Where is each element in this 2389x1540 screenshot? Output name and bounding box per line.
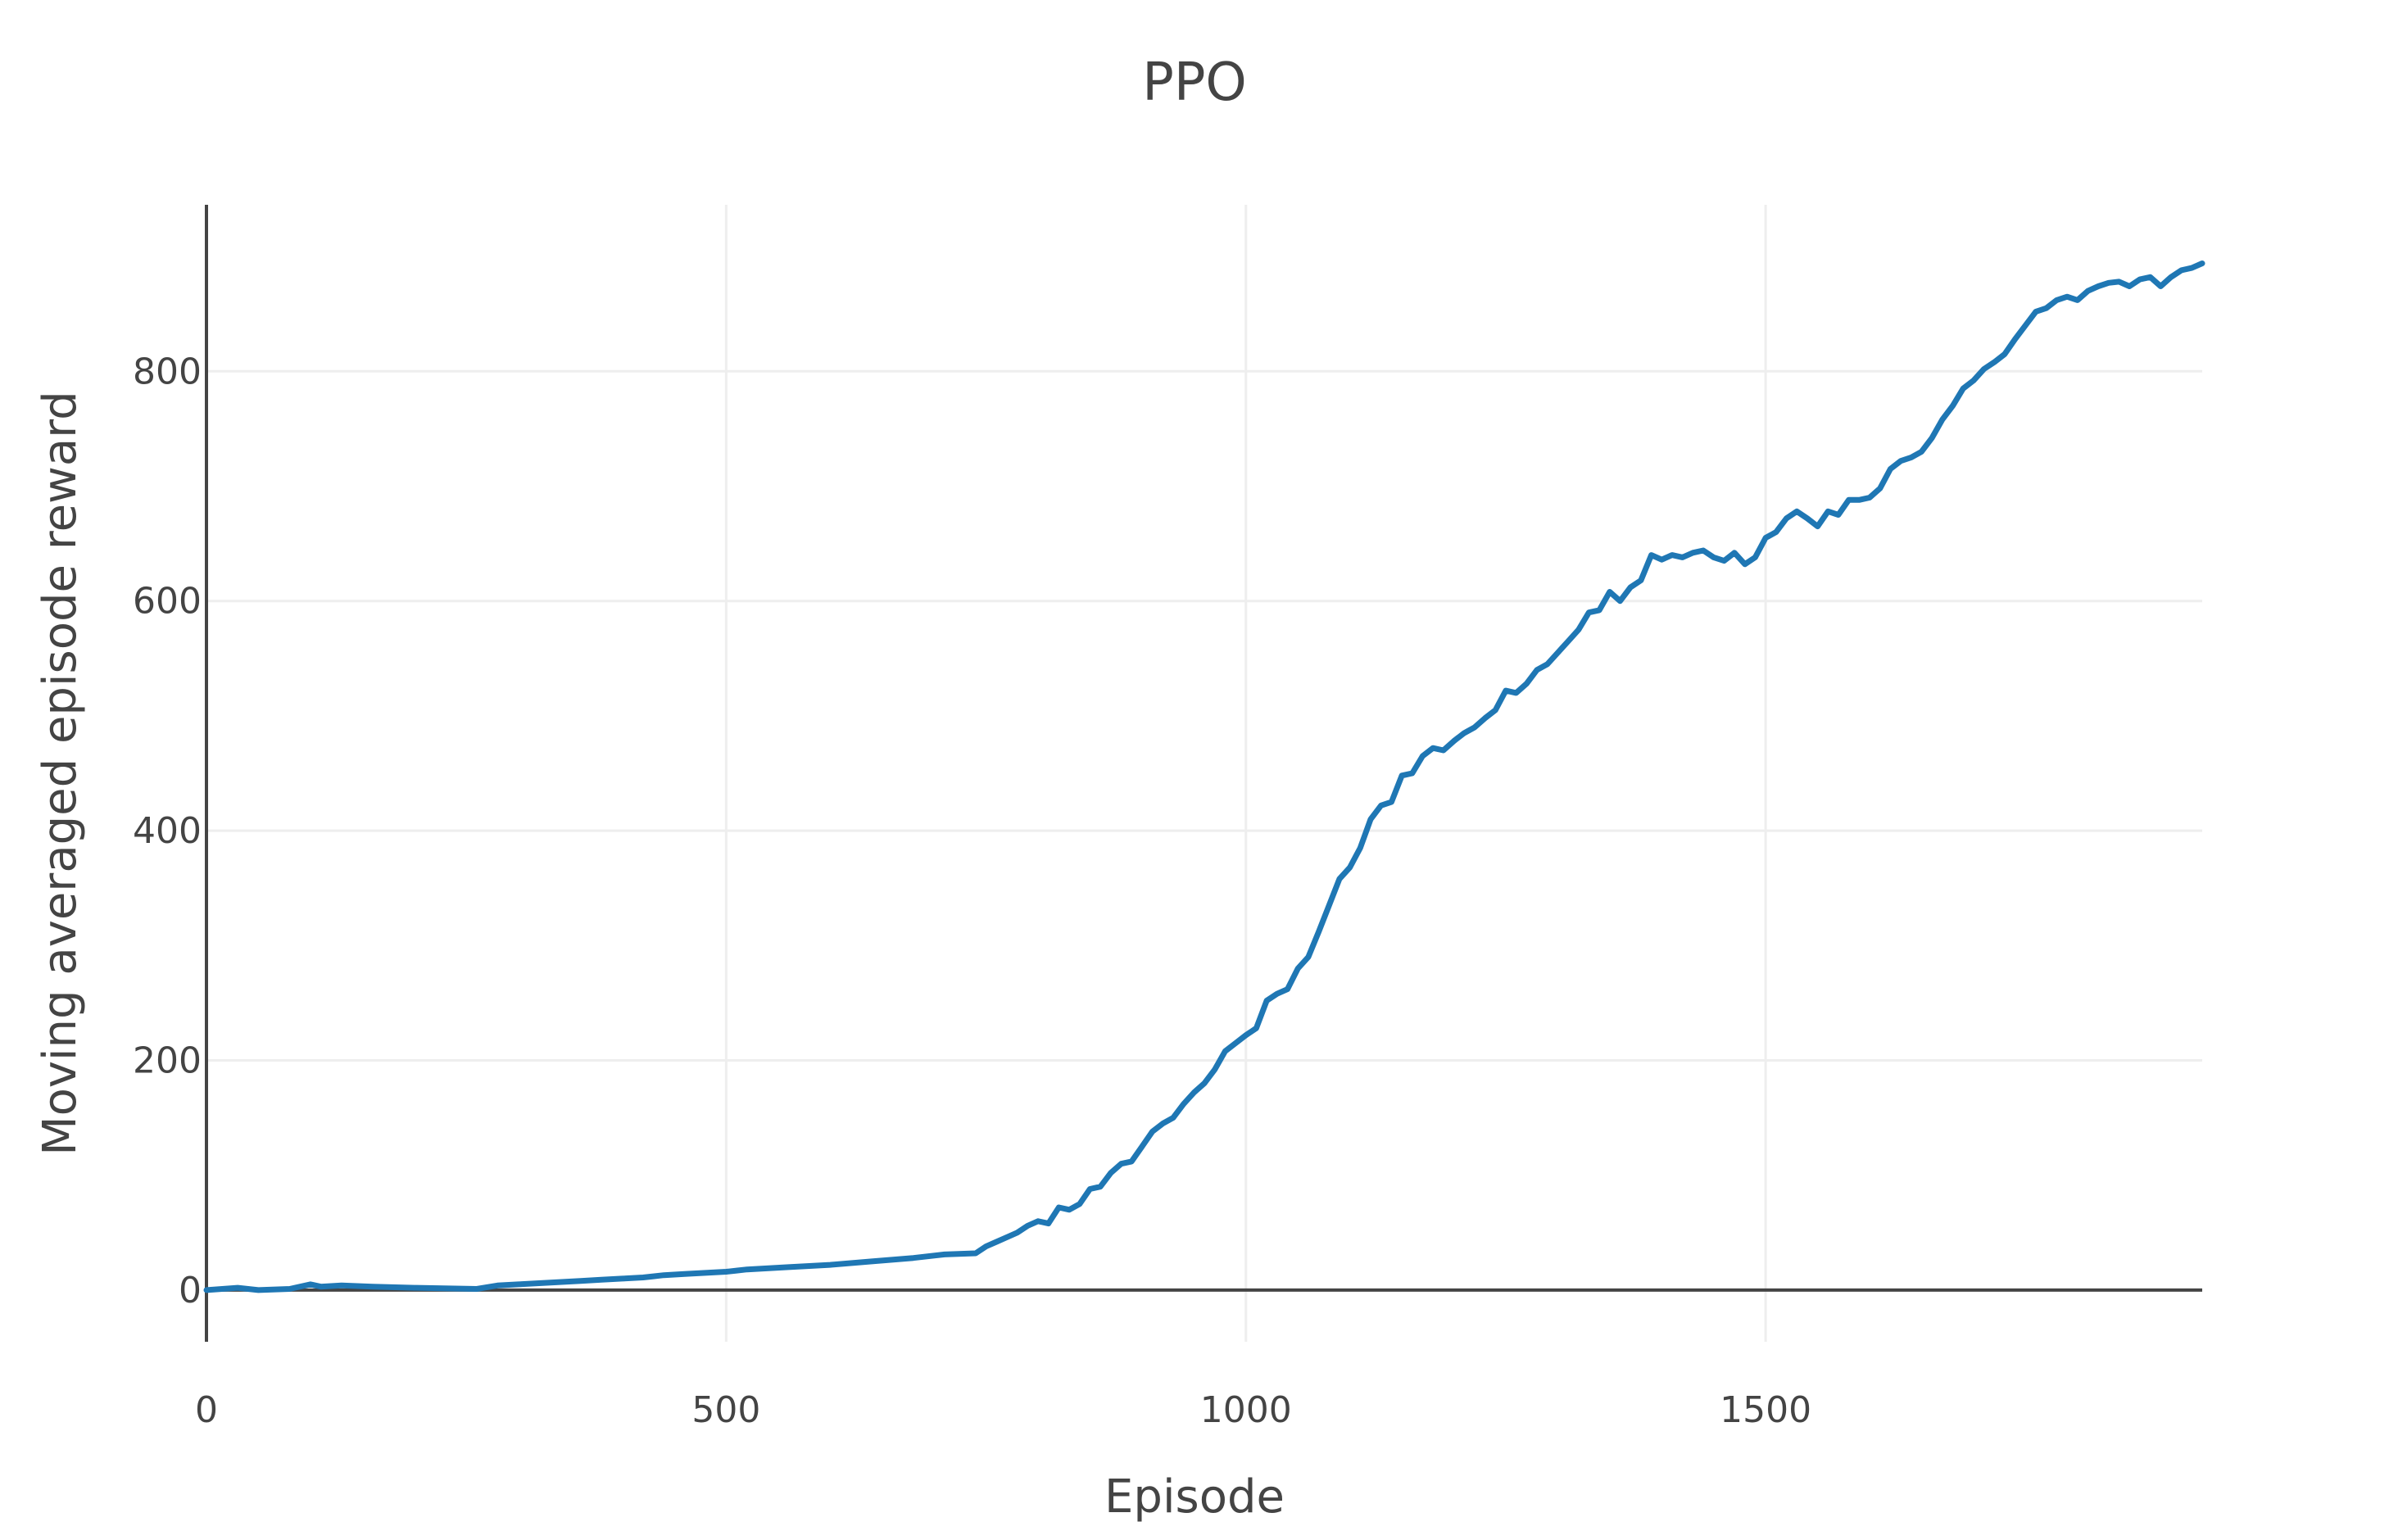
x-tick-label: 500	[691, 1389, 760, 1431]
y-tick-label: 200	[133, 1040, 202, 1082]
series-layer	[203, 260, 2205, 1293]
grid-layer	[206, 205, 2202, 1342]
y-tick-label: 800	[133, 351, 202, 392]
axes-layer	[205, 205, 2202, 1342]
chart-title: PPO	[1142, 52, 1247, 113]
tick-layer: 0 500 1000 1500 0 200 400 600 800	[133, 351, 1811, 1431]
y-axis-label: Moving averaged episode reward	[34, 391, 87, 1155]
y-tick-label: 0	[179, 1270, 202, 1311]
x-tick-label: 1500	[1720, 1389, 1811, 1431]
x-tick-label: 0	[195, 1389, 218, 1431]
x-tick-label: 1000	[1200, 1389, 1292, 1431]
series-line	[203, 260, 2205, 1293]
x-axis-label: Episode	[1104, 1470, 1285, 1524]
y-tick-label: 400	[133, 810, 202, 852]
y-tick-label: 600	[133, 581, 202, 623]
